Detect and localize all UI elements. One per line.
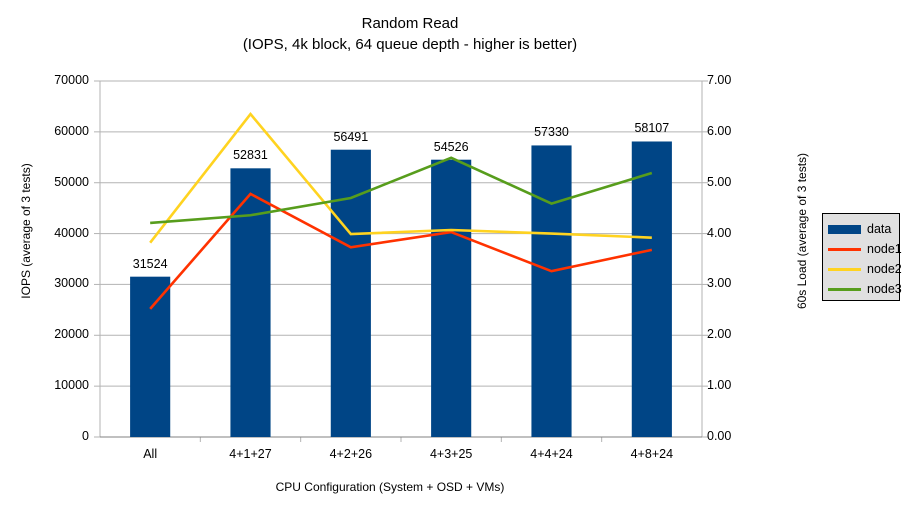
y-axis-right-tick: 4.00 [707,225,732,240]
legend-entry-node2: node2 [828,260,902,278]
bar-value-label-All: 31524 [132,256,168,271]
y-axis-left-tick: 60000 [54,123,89,138]
x-axis-tick-4+1+27: 4+1+27 [229,447,272,461]
legend-swatch-line-icon [828,287,861,291]
y-axis-right-tick: 1.00 [707,378,732,393]
legend-entry-node3: node3 [828,280,902,298]
y-axis-left-tick: 30000 [54,276,89,291]
y-axis-right-tick: 2.00 [707,327,732,342]
y-axis-left-tick: 70000 [54,73,89,87]
bar-value-label-4+3+25: 54526 [433,139,469,154]
line-series-node1 [149,192,653,310]
y-axis-left-tick: 0 [82,429,89,443]
x-axis-tick-All: All [143,447,158,461]
y-axis-right-tick: 6.00 [707,123,732,138]
x-axis-tick-4+4+24: 4+4+24 [530,447,573,461]
y-axis-right-tick: 7.00 [707,73,732,87]
chart-title: Random Read [361,15,459,32]
y-axis-right-tick: 3.00 [707,276,732,291]
bar-value-label-4+8+24: 58107 [634,121,670,136]
chart-title-block: Random Read (IOPS, 4k block, 64 queue de… [0,13,820,55]
legend-swatch-bar-icon [828,224,861,234]
y-axis-left-tick: 10000 [54,378,89,393]
legend-label: node2 [867,261,902,276]
legend-entry-node1: node1 [828,240,902,258]
x-axis-title: CPU Configuration (System + OSD + VMs) [275,480,505,494]
chart-legend: data node1 node2 node3 [822,213,902,301]
y-axis-left-tick: 20000 [54,327,89,342]
legend-swatch-line-icon [828,247,861,251]
x-axis-tick-4+2+26: 4+2+26 [329,447,373,461]
legend-label: data [867,221,892,236]
y-axis-right-tick: 5.00 [707,174,732,189]
bar-4+4+24 [531,145,572,437]
bar-value-label-4+1+27: 52831 [233,148,268,163]
y-axis-right-tick: 0.00 [707,429,732,443]
bar-4+8+24 [631,141,672,437]
x-axis-tick-4+8+24: 4+8+24 [630,447,674,461]
legend-swatch-line-icon [828,267,861,271]
legend-label: node1 [867,241,902,256]
y-axis-left-tick: 50000 [54,174,89,189]
x-axis-tick-4+3+25: 4+3+25 [429,447,473,461]
line-series-node2 [149,111,652,244]
line-series-node3 [150,156,653,225]
legend-entry-data: data [828,220,891,238]
y-axis-left-tick: 40000 [54,225,89,240]
bar-4+3+25 [431,159,472,437]
bar-value-label-4+4+24: 57330 [534,125,569,140]
chart-subtitle: (IOPS, 4k block, 64 queue depth - higher… [242,36,578,53]
bar-value-label-4+2+26: 56491 [333,129,369,144]
bar-All [130,276,171,437]
legend-label: node3 [867,281,902,296]
